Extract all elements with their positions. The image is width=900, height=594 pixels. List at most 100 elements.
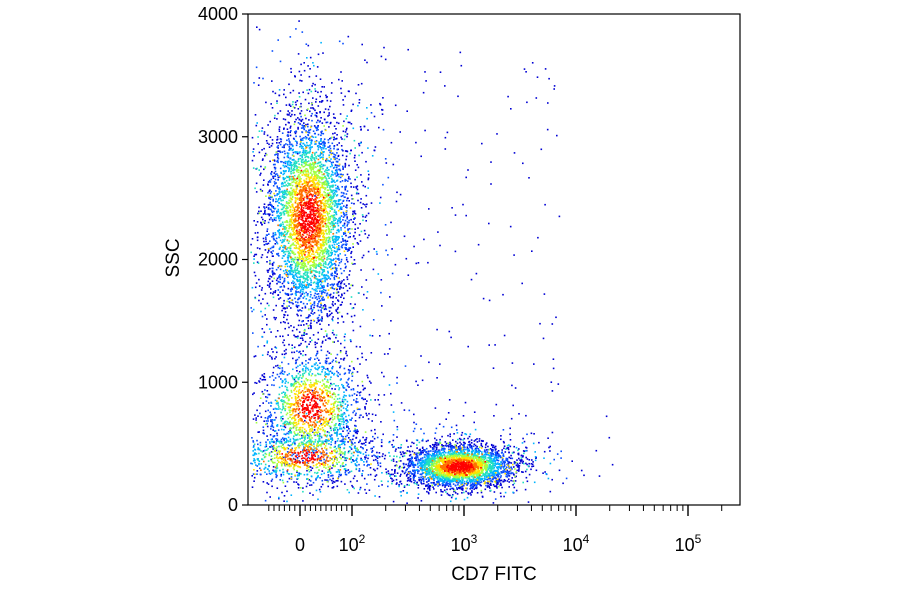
event-point xyxy=(269,355,271,357)
event-point xyxy=(395,200,398,203)
event-point xyxy=(323,289,326,291)
event-point xyxy=(512,404,514,407)
event-point xyxy=(290,307,292,309)
event-point xyxy=(292,282,295,285)
event-point xyxy=(329,293,332,296)
event-point xyxy=(449,494,451,497)
event-point xyxy=(413,245,415,248)
event-point xyxy=(367,147,369,149)
event-point xyxy=(315,285,318,288)
event-point xyxy=(362,398,365,401)
event-point xyxy=(330,376,332,378)
event-point xyxy=(328,314,331,317)
event-point xyxy=(286,314,289,317)
event-point xyxy=(328,370,331,373)
event-point xyxy=(357,227,359,229)
event-point xyxy=(272,90,274,93)
event-point xyxy=(272,177,275,179)
event-point xyxy=(338,40,341,43)
event-point xyxy=(414,457,416,459)
event-point xyxy=(289,143,291,146)
event-point xyxy=(282,183,284,185)
event-point xyxy=(317,285,320,287)
event-point xyxy=(329,137,331,140)
event-point xyxy=(334,201,337,203)
event-point xyxy=(272,236,275,238)
event-point xyxy=(357,199,359,202)
event-point xyxy=(381,305,383,307)
event-point xyxy=(326,157,328,160)
event-point xyxy=(342,232,345,234)
event-point xyxy=(331,286,333,289)
event-point xyxy=(368,380,371,383)
event-point xyxy=(544,68,547,70)
event-point xyxy=(523,68,526,70)
event-point xyxy=(417,384,419,386)
event-point xyxy=(311,450,314,453)
event-point xyxy=(342,436,344,438)
event-point xyxy=(496,483,498,485)
event-point xyxy=(329,151,331,154)
event-point xyxy=(284,382,287,384)
event-point xyxy=(285,248,288,251)
event-point xyxy=(271,270,274,273)
event-point xyxy=(484,478,486,481)
event-point xyxy=(399,480,402,483)
event-point xyxy=(358,416,361,419)
event-point xyxy=(310,475,313,477)
event-point xyxy=(364,408,366,410)
event-point xyxy=(415,423,418,425)
event-point xyxy=(553,85,556,87)
event-point xyxy=(257,443,259,446)
event-point xyxy=(302,487,304,489)
event-point xyxy=(422,438,424,441)
event-point xyxy=(316,293,318,295)
event-point xyxy=(486,451,489,453)
event-point xyxy=(266,318,268,320)
event-point xyxy=(343,391,345,393)
event-point xyxy=(310,141,313,143)
event-point xyxy=(271,205,273,208)
event-point xyxy=(282,193,285,196)
event-point xyxy=(426,470,428,473)
event-point xyxy=(344,131,347,133)
event-point xyxy=(427,487,429,490)
event-point xyxy=(281,381,284,384)
event-point xyxy=(274,411,276,414)
event-point xyxy=(353,235,355,237)
event-point xyxy=(286,128,289,130)
event-point xyxy=(362,388,365,391)
event-point xyxy=(314,274,316,277)
event-point xyxy=(369,473,372,476)
event-point xyxy=(324,289,327,292)
event-point xyxy=(346,173,349,176)
event-point xyxy=(367,454,370,457)
event-point xyxy=(493,464,496,467)
event-point xyxy=(300,139,302,142)
event-point xyxy=(352,186,355,188)
event-point xyxy=(522,455,524,457)
event-point xyxy=(336,174,339,177)
event-point xyxy=(315,450,317,452)
event-point xyxy=(363,229,366,232)
event-point xyxy=(331,170,333,173)
event-point xyxy=(496,487,498,489)
event-point xyxy=(300,74,302,76)
event-point xyxy=(378,496,381,498)
event-point xyxy=(442,447,445,450)
event-point xyxy=(251,136,254,139)
event-point xyxy=(365,194,368,197)
event-point xyxy=(272,426,275,429)
event-point xyxy=(353,212,356,214)
event-point xyxy=(338,280,341,283)
event-point xyxy=(279,268,282,271)
event-point xyxy=(272,448,274,450)
event-point xyxy=(288,122,290,124)
event-point xyxy=(434,445,436,448)
event-point xyxy=(280,416,282,418)
event-point xyxy=(263,203,266,205)
event-point xyxy=(295,151,297,153)
event-point xyxy=(344,239,347,242)
event-point xyxy=(307,125,309,128)
event-point xyxy=(296,141,298,143)
